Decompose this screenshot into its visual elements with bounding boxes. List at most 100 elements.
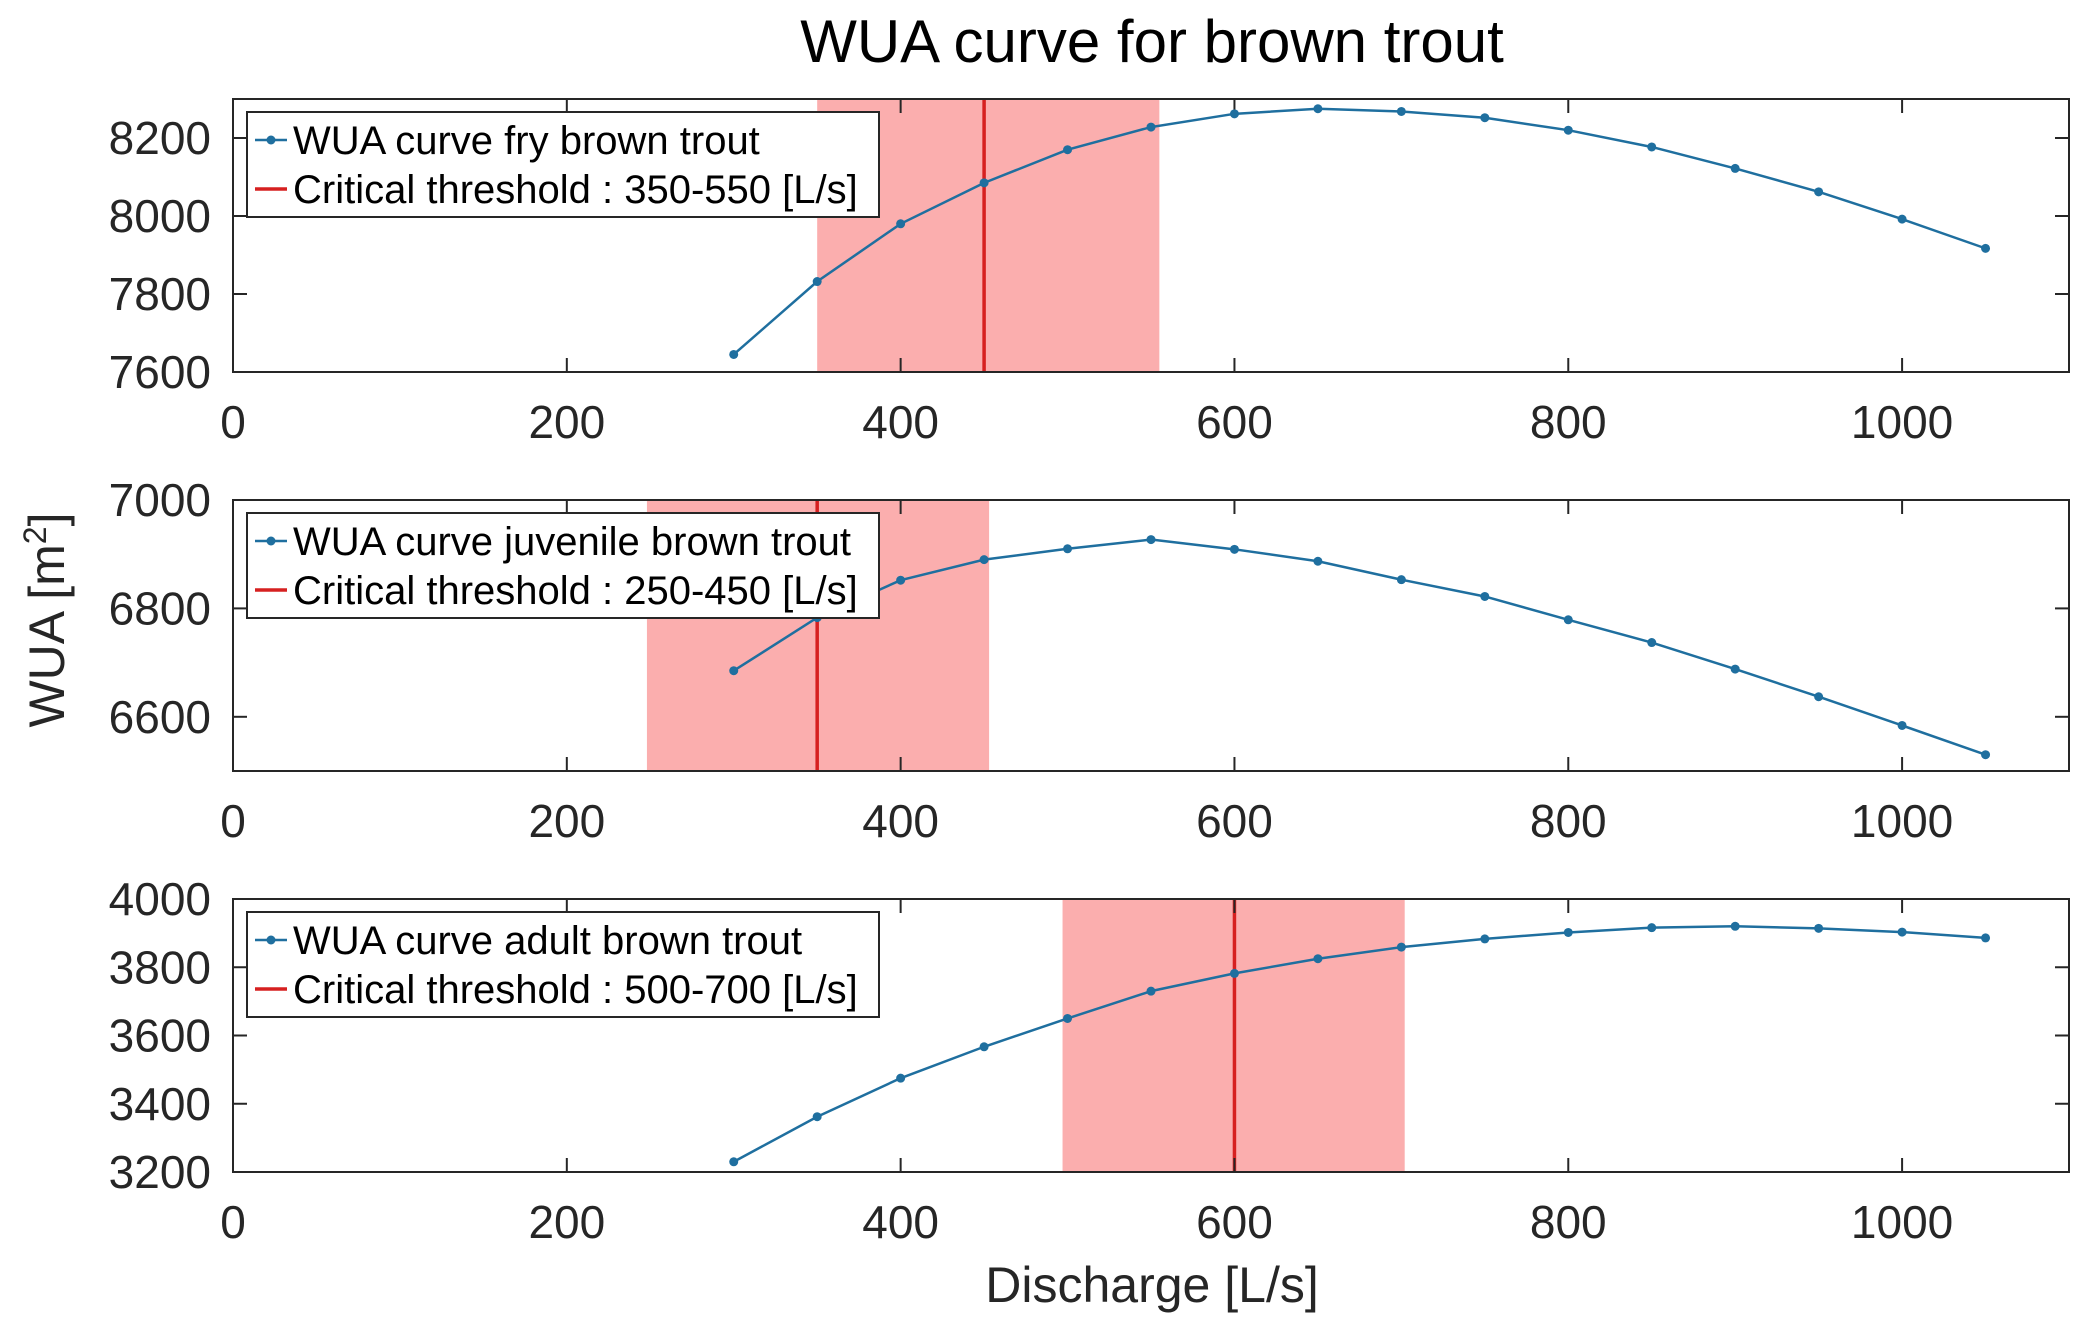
- data-point: [896, 1073, 906, 1083]
- series-line: [732, 107, 1986, 356]
- x-tick-label: 400: [862, 1196, 939, 1248]
- x-tick-label: 800: [1530, 1196, 1607, 1248]
- legend-box: [246, 512, 880, 619]
- legend-series-label: WUA curve fry brown trout: [293, 119, 760, 163]
- x-tick-label: 0: [220, 795, 246, 847]
- data-point: [1730, 163, 1740, 173]
- y-tick-label: 6800: [109, 582, 211, 634]
- x-tick-label: 800: [1530, 396, 1607, 448]
- legend-box: [246, 111, 880, 218]
- data-point: [1480, 934, 1490, 944]
- data-point: [1313, 954, 1323, 964]
- x-tick-label: 600: [1196, 396, 1273, 448]
- data-point: [1897, 214, 1907, 224]
- subplot-1: 0 200 400 600 800 1000 7600 7800 8000 8200 WUA cur…: [109, 98, 2070, 448]
- legend-threshold-label: Critical threshold : 500-700 [L/s]: [293, 968, 858, 1012]
- x-tick-label: 200: [528, 795, 605, 847]
- legend: WUA curve adult brown trout Critical thre…: [246, 911, 880, 1018]
- data-point: [1396, 106, 1406, 116]
- subplot-2: 0 200 400 600 800 1000 6600 6800 7000 WUA curve j…: [109, 474, 2070, 847]
- x-tick-label: 800: [1530, 795, 1607, 847]
- data-point: [1146, 535, 1156, 545]
- data-point: [1396, 575, 1406, 585]
- y-tick-label: 3800: [109, 941, 211, 993]
- data-point: [1396, 942, 1406, 952]
- y-tick-label: 8200: [109, 112, 211, 164]
- x-tick-label: 600: [1196, 795, 1273, 847]
- data-point: [896, 575, 906, 585]
- data-point: [1563, 615, 1573, 625]
- data-point: [1647, 142, 1657, 152]
- data-point: [1981, 750, 1991, 760]
- legend-threshold-label: Critical threshold : 250-450 [L/s]: [293, 569, 858, 613]
- data-point: [979, 1042, 989, 1052]
- data-point: [1480, 113, 1490, 123]
- y-tick-label: 8000: [109, 190, 211, 242]
- x-tick-label: 400: [862, 396, 939, 448]
- legend-box: [246, 911, 880, 1018]
- y-axis-label-end: ]: [19, 512, 75, 526]
- y-tick-label: 7600: [109, 346, 211, 398]
- data-point: [1563, 927, 1573, 937]
- x-tick-label: 1000: [1851, 1196, 1953, 1248]
- data-point: [1229, 109, 1239, 119]
- y-tick-label: 3400: [109, 1078, 211, 1130]
- y-tick-label: 3200: [109, 1146, 211, 1198]
- x-tick-label: 1000: [1851, 396, 1953, 448]
- x-tick-label: 200: [528, 1196, 605, 1248]
- data-point: [812, 1112, 822, 1122]
- data-point: [1229, 544, 1239, 554]
- data-point: [1814, 187, 1824, 197]
- data-point: [729, 666, 739, 676]
- data-point: [1229, 968, 1239, 978]
- axes-box: [232, 98, 2070, 373]
- data-point: [1814, 923, 1824, 933]
- data-point: [1981, 243, 1991, 253]
- data-point: [1146, 122, 1156, 132]
- legend: WUA curve juvenile brown trout Critical t…: [246, 512, 880, 619]
- axes-box: [232, 499, 2070, 772]
- y-axis-label: WUA [m2]: [17, 512, 75, 727]
- data-point: [1313, 104, 1323, 114]
- x-tick-label: 400: [862, 795, 939, 847]
- data-point: [1146, 986, 1156, 996]
- data-point: [1897, 720, 1907, 730]
- legend-series-marker: [266, 135, 276, 145]
- y-tick-label: 3600: [109, 1010, 211, 1062]
- data-point: [1730, 921, 1740, 931]
- x-tick-label: 200: [528, 396, 605, 448]
- y-tick-label: 7800: [109, 268, 211, 320]
- x-tick-label: 600: [1196, 1196, 1273, 1248]
- data-point: [729, 1157, 739, 1167]
- data-point: [1063, 1013, 1073, 1023]
- data-point: [812, 277, 822, 287]
- y-axis-label-superscript: 2: [17, 526, 53, 544]
- legend-series-label: WUA curve juvenile brown trout: [293, 520, 851, 564]
- data-point: [979, 555, 989, 565]
- y-axis-label-main: WUA [m: [19, 544, 75, 727]
- y-tick-label: 7000: [109, 474, 211, 526]
- data-point: [1897, 927, 1907, 937]
- x-tick-label: 0: [220, 1196, 246, 1248]
- series-line: [733, 538, 1986, 756]
- legend-series-label: WUA curve adult brown trout: [293, 919, 802, 963]
- chart-title: WUA curve for brown trout: [800, 8, 1504, 75]
- x-tick-label: 1000: [1851, 795, 1953, 847]
- data-point: [979, 178, 989, 188]
- subplot-3: 0 200 400 600 800 1000 3200 3400 3600 3800 4000 WUA…: [109, 873, 2070, 1248]
- legend-series-marker: [266, 536, 276, 546]
- y-tick-label: 6600: [109, 691, 211, 743]
- data-point: [896, 219, 906, 229]
- data-point: [1981, 933, 1991, 943]
- data-point: [1063, 544, 1073, 554]
- legend: WUA curve fry brown trout Critical thresh…: [246, 111, 880, 218]
- data-point: [1814, 692, 1824, 702]
- x-tick-label: 0: [220, 396, 246, 448]
- data-point: [1480, 591, 1490, 601]
- data-point: [729, 349, 739, 359]
- data-point: [1563, 125, 1573, 135]
- data-point: [1730, 664, 1740, 674]
